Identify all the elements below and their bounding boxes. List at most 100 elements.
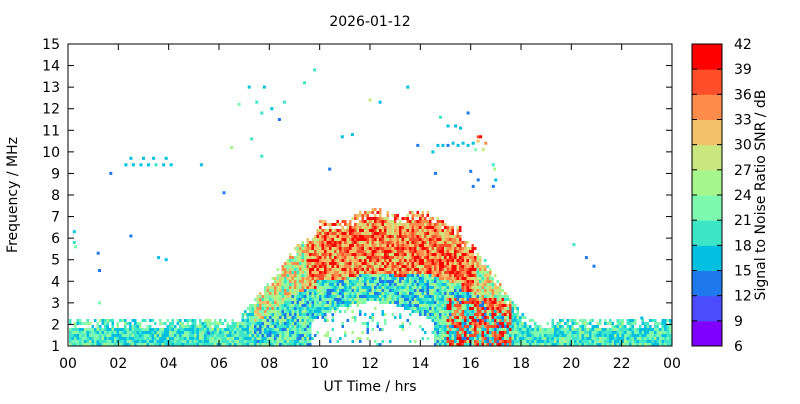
heatmap-cell bbox=[504, 310, 507, 313]
heatmap-cell bbox=[76, 331, 79, 334]
heatmap-cell bbox=[641, 334, 644, 337]
heatmap-cell bbox=[324, 283, 327, 286]
heatmap-cell bbox=[249, 337, 252, 340]
heatmap-cell bbox=[439, 322, 442, 325]
heatmap-cell bbox=[161, 328, 164, 331]
heatmap-cell bbox=[436, 268, 439, 271]
heatmap-cell bbox=[514, 340, 517, 343]
heatmap-cell bbox=[284, 295, 287, 298]
heatmap-cell bbox=[586, 334, 589, 337]
heatmap-cell bbox=[471, 298, 474, 301]
heatmap-cell bbox=[444, 316, 447, 319]
heatmap-cell bbox=[399, 277, 402, 280]
heatmap-cell bbox=[494, 295, 497, 298]
heatmap-cell bbox=[299, 292, 302, 295]
heatmap-cell bbox=[481, 271, 484, 274]
heatmap-cell bbox=[384, 241, 387, 244]
heatmap-cell bbox=[301, 253, 304, 256]
heatmap-cell bbox=[481, 265, 484, 268]
heatmap-cell bbox=[106, 334, 109, 337]
heatmap-cell bbox=[466, 280, 469, 283]
heatmap-cell bbox=[304, 340, 307, 343]
heatmap-cell bbox=[466, 310, 469, 313]
heatmap-cell bbox=[469, 280, 472, 283]
heatmap-cell bbox=[189, 337, 192, 340]
heatmap-cell bbox=[346, 274, 349, 277]
heatmap-cell bbox=[234, 322, 237, 325]
heatmap-cell bbox=[661, 337, 664, 340]
heatmap-cell bbox=[384, 262, 387, 265]
heatmap-cell bbox=[394, 286, 397, 289]
heatmap-cell bbox=[334, 280, 337, 283]
y-tick-label: 8 bbox=[51, 188, 60, 204]
heatmap-cell bbox=[484, 268, 487, 271]
heatmap-cell bbox=[229, 325, 232, 328]
heatmap-cell bbox=[649, 325, 652, 328]
heatmap-cell bbox=[309, 325, 312, 328]
heatmap-cell bbox=[596, 331, 599, 334]
heatmap-point bbox=[164, 258, 168, 262]
heatmap-cell bbox=[374, 274, 377, 277]
heatmap-cell bbox=[391, 265, 394, 268]
heatmap-cell bbox=[191, 343, 194, 346]
heatmap-cell bbox=[381, 226, 384, 229]
heatmap-cell bbox=[324, 268, 327, 271]
heatmap-cell bbox=[531, 334, 534, 337]
heatmap-cell bbox=[401, 298, 404, 301]
heatmap-cell bbox=[401, 253, 404, 256]
heatmap-cell bbox=[574, 343, 577, 346]
heatmap-cell bbox=[629, 340, 632, 343]
heatmap-cell bbox=[449, 328, 452, 331]
heatmap-cell bbox=[289, 265, 292, 268]
heatmap-cell bbox=[394, 265, 397, 268]
heatmap-cell bbox=[484, 313, 487, 316]
heatmap-cell bbox=[449, 310, 452, 313]
heatmap-cell bbox=[401, 262, 404, 265]
heatmap-cell bbox=[366, 217, 369, 220]
colorbar-tick-label: 36 bbox=[734, 87, 752, 103]
heatmap-cell bbox=[491, 331, 494, 334]
heatmap-cell bbox=[226, 331, 229, 334]
heatmap-cell bbox=[314, 268, 317, 271]
heatmap-cell bbox=[506, 310, 509, 313]
heatmap-cell bbox=[174, 340, 177, 343]
heatmap-cell bbox=[431, 292, 434, 295]
heatmap-cell bbox=[436, 331, 439, 334]
heatmap-cell bbox=[354, 271, 357, 274]
heatmap-cell bbox=[466, 259, 469, 262]
heatmap-cell bbox=[394, 262, 397, 265]
heatmap-cell bbox=[509, 298, 512, 301]
heatmap-cell bbox=[204, 343, 207, 346]
heatmap-cell bbox=[444, 340, 447, 343]
heatmap-cell bbox=[414, 253, 417, 256]
heatmap-cell bbox=[419, 259, 422, 262]
heatmap-cell bbox=[276, 313, 279, 316]
heatmap-cell bbox=[319, 274, 322, 277]
heatmap-cell bbox=[426, 337, 429, 340]
heatmap-cell bbox=[366, 331, 369, 334]
heatmap-cell bbox=[446, 235, 449, 238]
heatmap-cell bbox=[666, 325, 669, 328]
heatmap-cell bbox=[596, 325, 599, 328]
heatmap-cell bbox=[196, 340, 199, 343]
heatmap-cell bbox=[491, 307, 494, 310]
heatmap-cell bbox=[341, 226, 344, 229]
heatmap-cell bbox=[211, 328, 214, 331]
heatmap-cell bbox=[269, 313, 272, 316]
heatmap-cell bbox=[459, 304, 462, 307]
heatmap-cell bbox=[136, 331, 139, 334]
heatmap-cell bbox=[339, 280, 342, 283]
heatmap-cell bbox=[179, 328, 182, 331]
heatmap-cell bbox=[349, 259, 352, 262]
heatmap-cell bbox=[576, 331, 579, 334]
heatmap-cell bbox=[439, 220, 442, 223]
heatmap-cell bbox=[319, 268, 322, 271]
heatmap-cell bbox=[576, 322, 579, 325]
heatmap-cell bbox=[389, 280, 392, 283]
heatmap-cell bbox=[399, 220, 402, 223]
heatmap-cell bbox=[471, 277, 474, 280]
heatmap-cell bbox=[446, 250, 449, 253]
heatmap-cell bbox=[366, 262, 369, 265]
heatmap-cell bbox=[564, 337, 567, 340]
heatmap-cell bbox=[281, 334, 284, 337]
